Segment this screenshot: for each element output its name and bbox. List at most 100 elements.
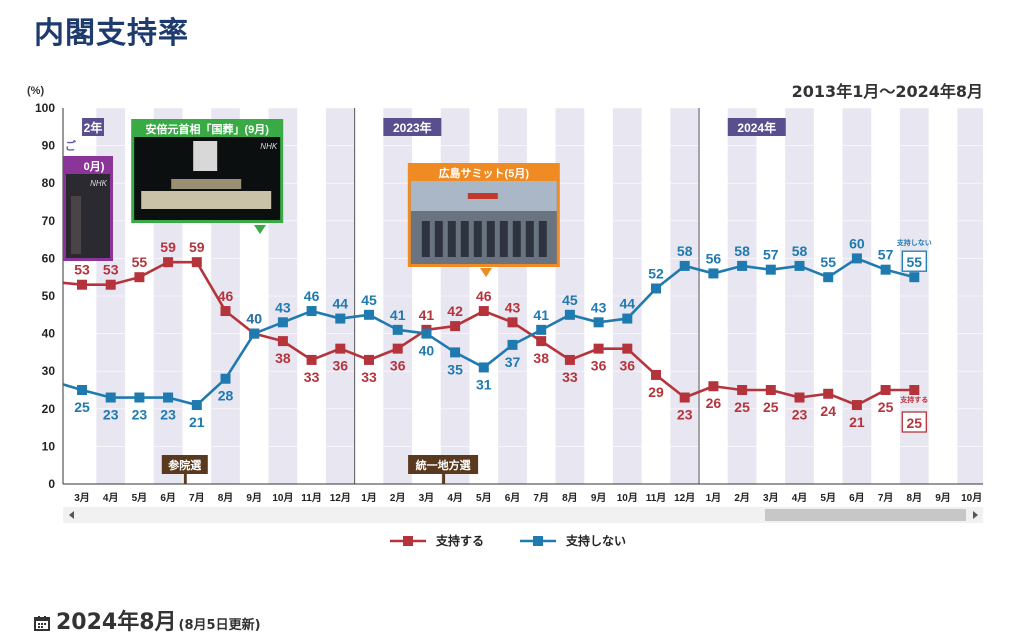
support-point bbox=[794, 392, 805, 403]
x-tick-label: 10月 bbox=[272, 492, 293, 504]
edge-marker: ご bbox=[65, 139, 77, 153]
support-value-label: 25 bbox=[878, 399, 894, 415]
nonsupport-point bbox=[823, 272, 834, 283]
legend-label: 支持しない bbox=[565, 533, 626, 548]
photo-leader bbox=[512, 221, 521, 257]
photo-leader bbox=[473, 221, 482, 257]
calendar-icon bbox=[34, 615, 50, 631]
nonsupport-point bbox=[708, 268, 719, 279]
photo-leader bbox=[460, 221, 469, 257]
nonsupport-value-label: 58 bbox=[792, 243, 808, 259]
x-tick-label: 8月 bbox=[907, 492, 923, 504]
support-point bbox=[306, 354, 317, 365]
support-point bbox=[708, 381, 719, 392]
year-tag-label: 2年 bbox=[84, 120, 103, 135]
nonsupport-point bbox=[77, 385, 87, 395]
event-tag-pin bbox=[442, 474, 446, 484]
support-point bbox=[364, 354, 374, 365]
support-value-label: 43 bbox=[505, 299, 521, 315]
legend-marker bbox=[533, 536, 543, 546]
support-point bbox=[823, 388, 834, 399]
year-tag bbox=[383, 118, 442, 136]
nonsupport-value-label: 23 bbox=[160, 407, 176, 423]
scrollbar-thumb[interactable] bbox=[765, 509, 966, 521]
support-value-label: 59 bbox=[160, 239, 176, 255]
year-tag-label: 2024年 bbox=[737, 120, 776, 135]
support-value-label: 21 bbox=[849, 414, 865, 430]
x-tick-label: 5月 bbox=[476, 492, 492, 504]
photo-callout-pointer bbox=[254, 225, 266, 234]
support-value-label: 36 bbox=[591, 358, 607, 374]
nonsupport-value-label: 21 bbox=[189, 414, 205, 430]
photo-portrait bbox=[193, 141, 218, 171]
photo-person bbox=[71, 196, 81, 254]
x-tick-label: 4月 bbox=[103, 492, 119, 504]
support-point bbox=[478, 306, 489, 317]
nonsupport-value-label: 43 bbox=[275, 299, 291, 315]
photo-altar bbox=[171, 179, 242, 189]
page-title: 内閣支持率 bbox=[34, 16, 189, 51]
nonsupport-point bbox=[765, 264, 776, 275]
support-value-label: 38 bbox=[275, 350, 291, 366]
y-tick-label: 10 bbox=[42, 439, 56, 453]
x-tick-label: 10月 bbox=[961, 492, 982, 504]
photo-leader bbox=[538, 221, 547, 257]
legend-label: 支持する bbox=[435, 533, 484, 548]
x-tick-label: 3月 bbox=[419, 492, 435, 504]
nonsupport-value-label: 55 bbox=[907, 254, 923, 270]
support-value-label: 26 bbox=[706, 395, 722, 411]
support-value-label: 46 bbox=[218, 288, 234, 304]
support-point bbox=[507, 317, 518, 328]
photo-callout-pointer bbox=[480, 268, 492, 277]
year-tag bbox=[727, 118, 786, 136]
support-value-label: 24 bbox=[820, 403, 836, 419]
year-tag bbox=[82, 118, 104, 136]
nonsupport-value-label: 44 bbox=[620, 296, 636, 312]
x-tick-label: 1月 bbox=[706, 492, 722, 504]
event-tag bbox=[408, 455, 479, 474]
nonsupport-value-label: 60 bbox=[849, 235, 865, 251]
support-point bbox=[220, 306, 231, 317]
photo-mark: NHK bbox=[90, 179, 108, 188]
nonsupport-point bbox=[737, 260, 748, 271]
support-point bbox=[450, 321, 461, 332]
nonsupport-point bbox=[105, 392, 116, 403]
y-tick-label: 0 bbox=[48, 477, 55, 491]
photo-leader bbox=[499, 221, 508, 257]
nonsupport-point bbox=[220, 373, 231, 384]
support-value-label: 23 bbox=[792, 407, 808, 423]
photo-callouts: 安倍元首相「国葬」(9月) NHK 広島サミット(5月) 0月) NHK bbox=[63, 119, 560, 277]
x-tick-label: 4月 bbox=[447, 492, 463, 504]
support-point bbox=[622, 343, 633, 354]
x-tick-label: 3月 bbox=[763, 492, 779, 504]
approval-chart: 0 10 20 30 40 50 60 70 80 90 100 (%) 3月 4月 5月 6月 7月 8月 9月 1… bbox=[27, 85, 983, 548]
nonsupport-value-label: 58 bbox=[734, 243, 750, 259]
nonsupport-value-label: 31 bbox=[476, 376, 492, 392]
x-tick-label: 10月 bbox=[617, 492, 638, 504]
legend-marker bbox=[403, 536, 413, 546]
support-point bbox=[105, 279, 116, 290]
support-value-label: 25 bbox=[734, 399, 750, 415]
nonsupport-value-label: 52 bbox=[648, 265, 664, 281]
support-end-tag: 支持する bbox=[899, 395, 928, 404]
support-value-label: 41 bbox=[419, 307, 435, 323]
nonsupport-value-label: 46 bbox=[304, 288, 320, 304]
nonsupport-point bbox=[392, 324, 403, 335]
horizontal-scrollbar[interactable] bbox=[63, 507, 983, 523]
nonsupport-point bbox=[306, 306, 317, 317]
support-value-label: 42 bbox=[447, 303, 463, 319]
nonsupport-point bbox=[478, 362, 489, 373]
support-value-label: 36 bbox=[333, 358, 349, 374]
support-value-label: 53 bbox=[74, 262, 90, 278]
nonsupport-point bbox=[163, 392, 174, 403]
scroll-right-arrow[interactable] bbox=[973, 511, 978, 519]
y-tick-label: 100 bbox=[35, 101, 55, 115]
support-value-label: 38 bbox=[533, 350, 549, 366]
x-tick-label: 5月 bbox=[132, 492, 148, 504]
photo-leader bbox=[525, 221, 534, 257]
scroll-left-arrow[interactable] bbox=[69, 511, 74, 519]
x-tick-label: 12月 bbox=[674, 492, 695, 504]
section-heading-date: 2024年8月 bbox=[56, 610, 177, 635]
support-value-label: 33 bbox=[562, 369, 578, 385]
year-tag-label: 2023年 bbox=[393, 120, 432, 135]
